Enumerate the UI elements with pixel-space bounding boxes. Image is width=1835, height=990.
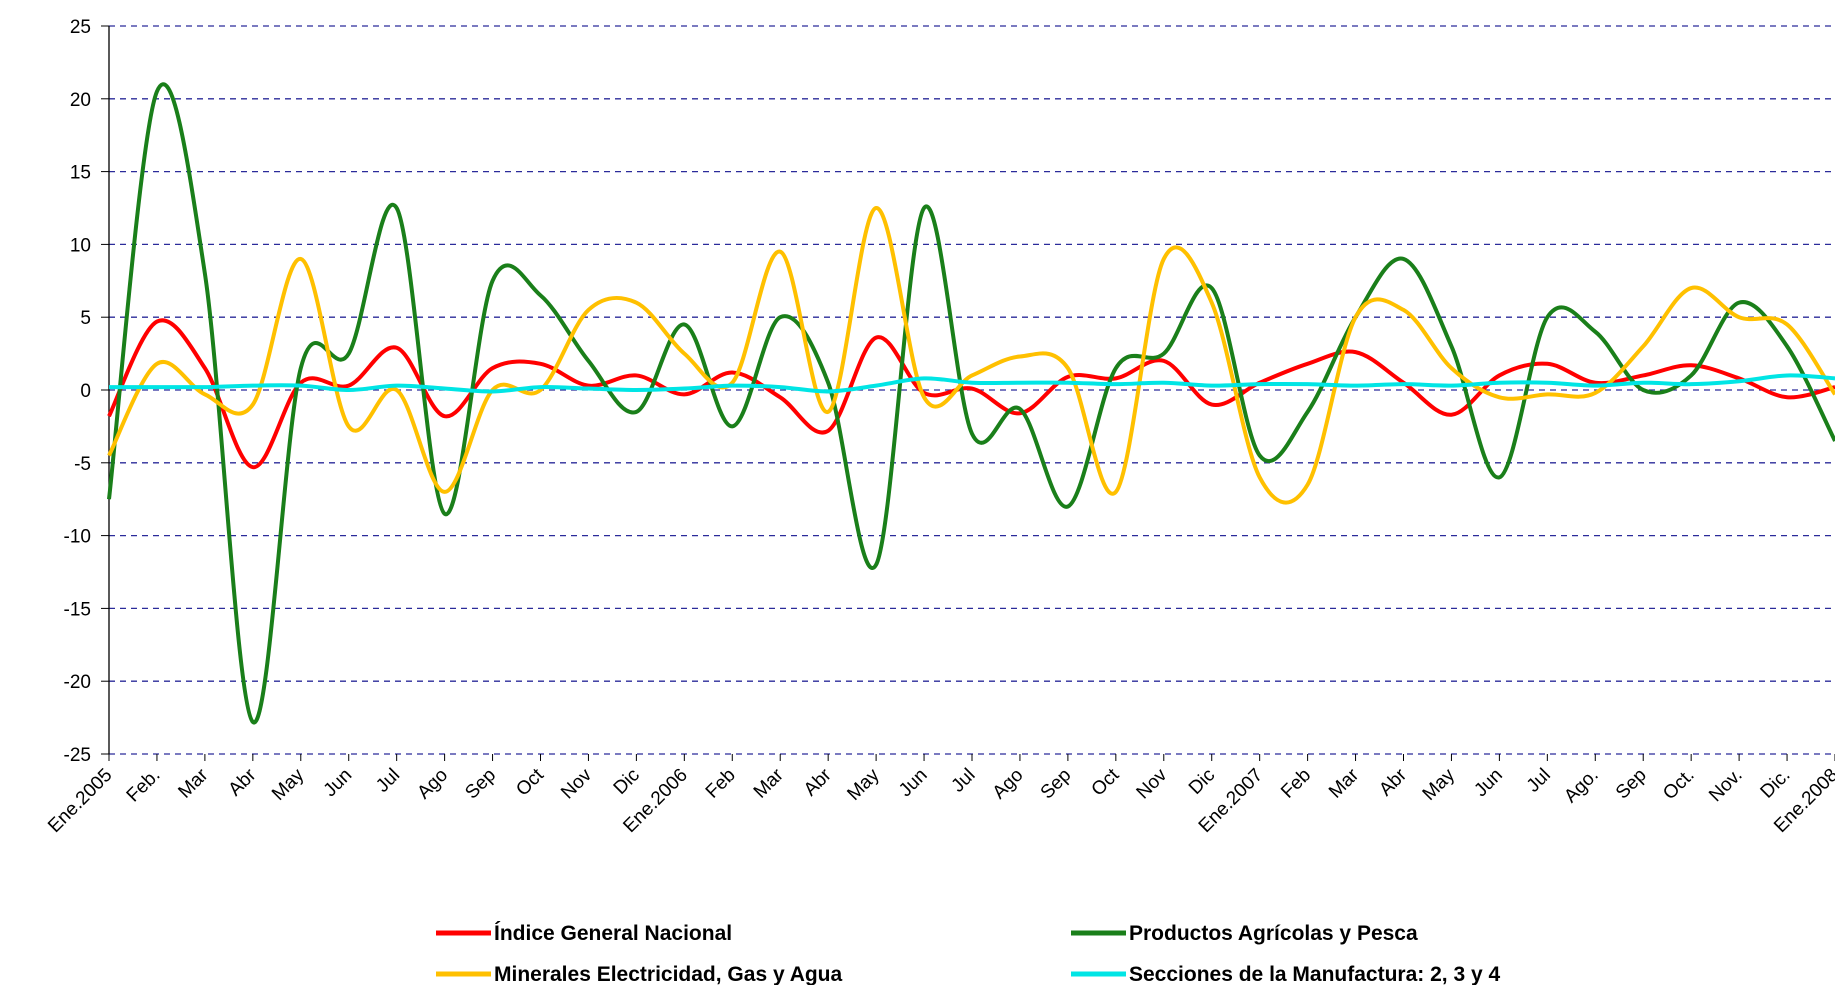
x-tick-label: Abr bbox=[1375, 764, 1411, 800]
x-tick-label: Mar bbox=[1325, 764, 1363, 802]
x-tick-label: Ago bbox=[413, 765, 452, 804]
legend-label: Minerales Electricidad, Gas y Agua bbox=[494, 963, 843, 985]
x-tick-label: Mar bbox=[750, 764, 788, 802]
y-tick-label: 25 bbox=[70, 17, 91, 38]
x-tick-label: May bbox=[1419, 764, 1460, 805]
x-tick-label: Ago. bbox=[1560, 765, 1602, 807]
x-tick-label: Abr bbox=[800, 764, 836, 800]
x-tick-label: Jun bbox=[1470, 765, 1507, 802]
x-tick-label: Jul bbox=[1523, 765, 1555, 797]
x-tick-label: Nov bbox=[1133, 764, 1172, 803]
y-tick-label: -25 bbox=[64, 745, 91, 766]
x-tick-label: Feb. bbox=[123, 765, 165, 807]
legend-label: Secciones de la Manufactura: 2, 3 y 4 bbox=[1129, 963, 1500, 985]
x-tick-label: Sep bbox=[1612, 765, 1651, 804]
legend-label: Productos Agrícolas y Pesca bbox=[1129, 922, 1418, 945]
y-tick-label: -15 bbox=[64, 599, 91, 620]
x-tick-label: Dic bbox=[610, 765, 644, 799]
y-tick-label: 5 bbox=[80, 308, 91, 329]
x-tick-label: Oct bbox=[512, 764, 548, 800]
x-tick-label: Dic bbox=[1185, 765, 1219, 799]
y-tick-label: -5 bbox=[74, 454, 91, 475]
x-tick-label: Ene.2005 bbox=[44, 765, 116, 837]
y-tick-label: -10 bbox=[64, 527, 91, 548]
x-tick-label: May bbox=[843, 764, 884, 805]
x-tick-label: Dic. bbox=[1757, 765, 1795, 803]
x-tick-label: Mar bbox=[174, 764, 212, 802]
x-tick-label: Oct bbox=[1088, 764, 1124, 800]
x-tick-label: Abr bbox=[225, 764, 261, 800]
series-line bbox=[107, 318, 1835, 470]
series-line bbox=[109, 373, 1835, 394]
x-tick-label: Sep bbox=[1037, 765, 1076, 804]
legend-label: Índice General Nacional bbox=[494, 922, 732, 945]
y-tick-label: 10 bbox=[70, 235, 91, 256]
x-tick-label: Feb bbox=[702, 765, 740, 803]
y-tick-label: 0 bbox=[80, 381, 91, 402]
x-tick-label: May bbox=[268, 764, 309, 805]
x-tick-label: Ago bbox=[989, 765, 1028, 804]
x-tick-label: Jun bbox=[320, 765, 357, 802]
y-tick-label: 20 bbox=[70, 90, 91, 111]
x-tick-label: Oct. bbox=[1659, 765, 1698, 804]
x-tick-label: Jun bbox=[895, 765, 932, 802]
x-tick-label: Jul bbox=[948, 765, 980, 797]
x-tick-label: Jul bbox=[372, 765, 404, 797]
x-tick-label: Feb bbox=[1277, 765, 1315, 803]
y-tick-label: -20 bbox=[64, 672, 91, 693]
x-tick-label: Nov bbox=[557, 764, 596, 803]
y-tick-label: 15 bbox=[70, 163, 91, 184]
x-tick-label: Nov. bbox=[1705, 765, 1746, 806]
series-line bbox=[107, 206, 1835, 505]
series-line bbox=[107, 82, 1835, 725]
x-tick-label: Sep bbox=[461, 765, 500, 804]
